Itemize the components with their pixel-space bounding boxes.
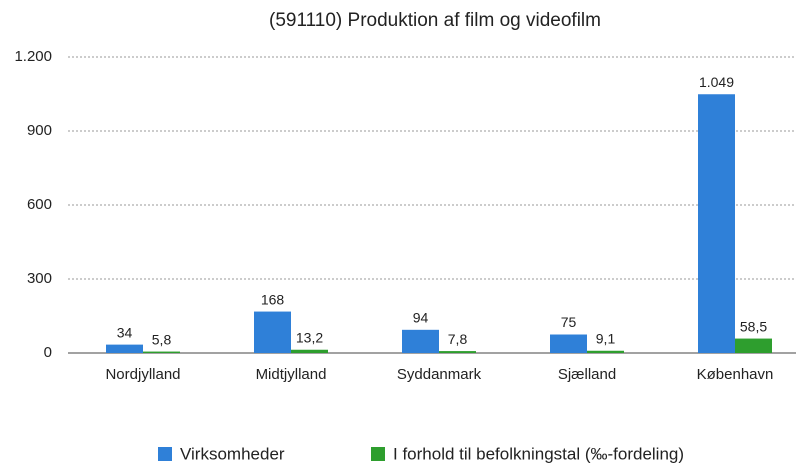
bar bbox=[550, 334, 587, 353]
value-label: 58,5 bbox=[740, 318, 767, 334]
value-label: 94 bbox=[413, 310, 429, 326]
bar bbox=[254, 311, 291, 353]
value-label: 168 bbox=[261, 291, 285, 307]
value-label: 34 bbox=[117, 324, 133, 340]
x-tick-label: Midtjylland bbox=[256, 366, 327, 383]
bar bbox=[587, 350, 624, 353]
y-tick-label: 600 bbox=[27, 196, 52, 213]
value-label: 75 bbox=[561, 314, 577, 330]
legend-swatch bbox=[158, 447, 172, 461]
value-label: 1.049 bbox=[699, 74, 734, 90]
y-tick-label: 300 bbox=[27, 270, 52, 287]
value-label: 5,8 bbox=[152, 331, 172, 347]
bar bbox=[698, 94, 735, 353]
x-tick-label: Sjælland bbox=[558, 366, 616, 383]
value-label: 9,1 bbox=[596, 330, 616, 346]
legend-swatch bbox=[371, 447, 385, 461]
y-tick-label: 900 bbox=[27, 122, 52, 139]
y-tick-label: 0 bbox=[44, 344, 52, 361]
bar bbox=[735, 338, 772, 353]
x-tick-label: Syddanmark bbox=[397, 366, 482, 383]
bar bbox=[291, 349, 328, 353]
x-tick-label: København bbox=[697, 366, 774, 383]
x-tick-label: Nordjylland bbox=[105, 366, 180, 383]
bar bbox=[439, 351, 476, 353]
bar bbox=[106, 344, 143, 353]
y-tick-label: 1.200 bbox=[14, 48, 52, 65]
legend-label: Virksomheder bbox=[180, 444, 285, 463]
value-label: 7,8 bbox=[448, 331, 468, 347]
bar bbox=[143, 351, 180, 353]
legend-label: I forhold til befolkningstal (‰-fordelin… bbox=[393, 444, 684, 463]
bar bbox=[402, 329, 439, 353]
value-label: 13,2 bbox=[296, 329, 323, 345]
chart-title: (591110) Produktion af film og videofilm bbox=[269, 10, 601, 31]
